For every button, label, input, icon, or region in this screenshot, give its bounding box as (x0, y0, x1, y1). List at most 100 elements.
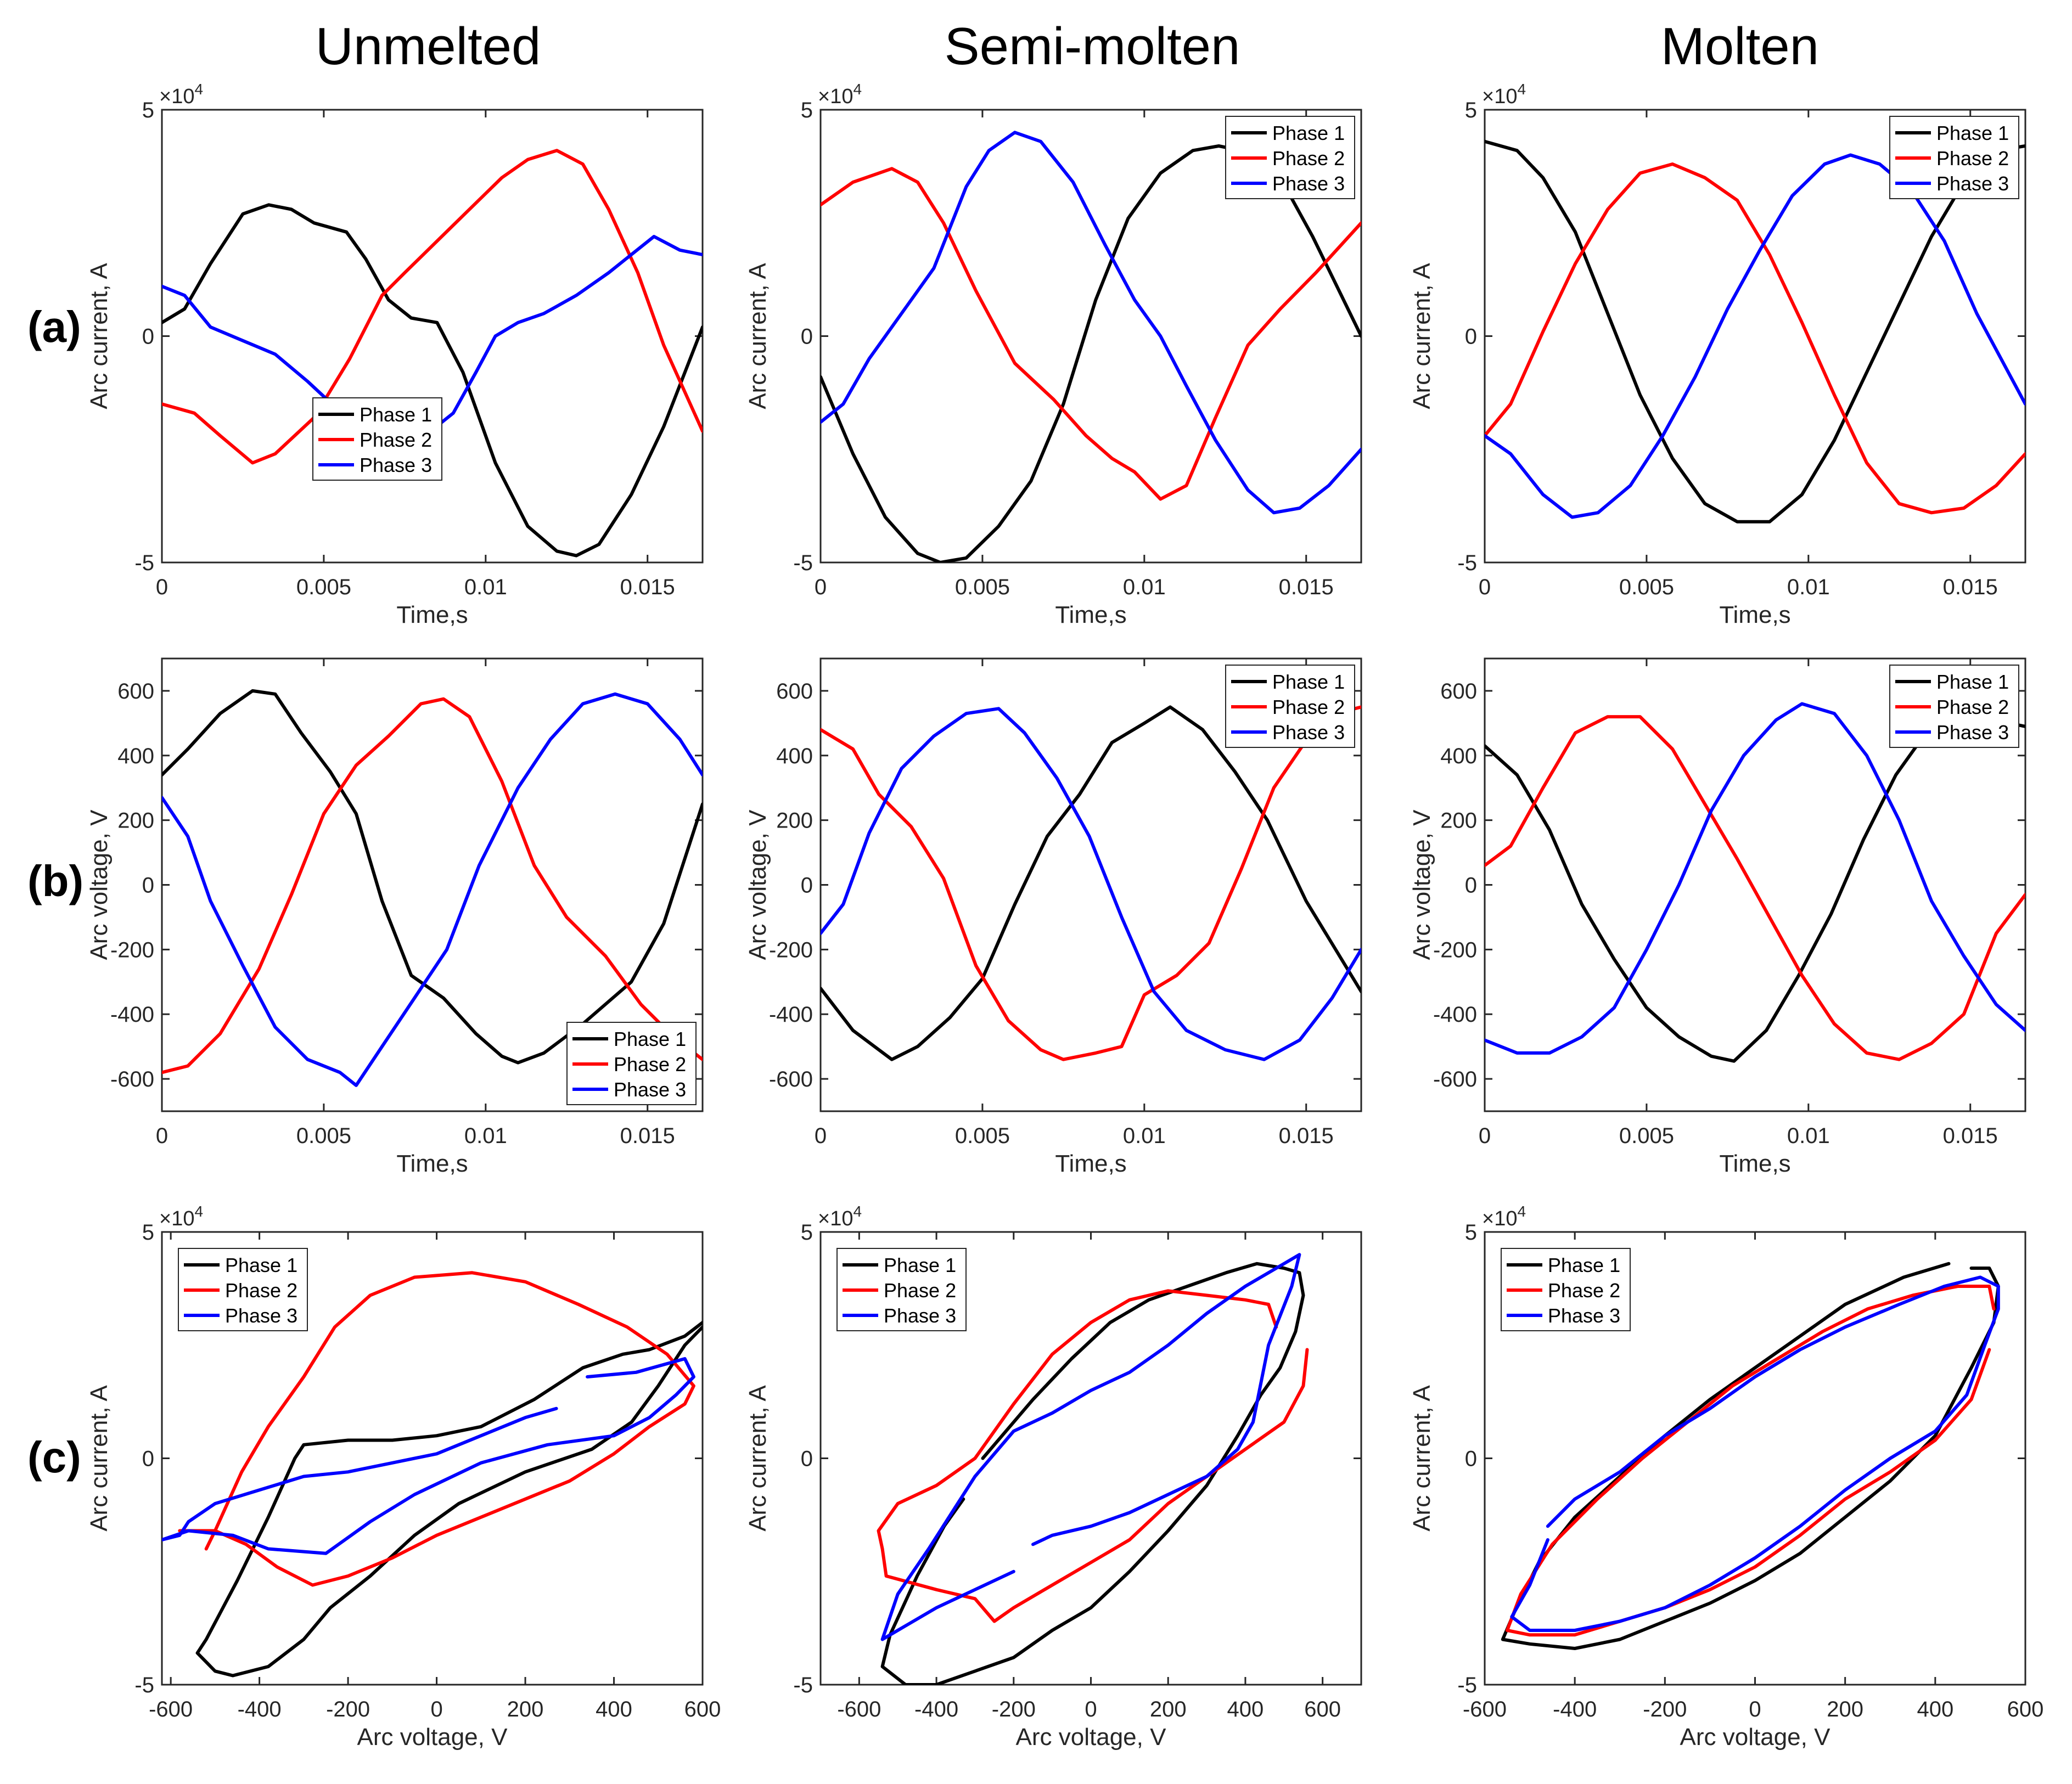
y-tick-label: 200 (117, 809, 154, 833)
y-tick-label: -5 (793, 1673, 813, 1697)
series-line-phase-2 (877, 1289, 1309, 1623)
series-line-phase-2 (1485, 715, 2025, 1061)
legend-label: Phase 1 (225, 1254, 297, 1276)
series-line-phase-2 (162, 149, 703, 465)
y-tick-label: -600 (1433, 1067, 1477, 1091)
legend-label: Phase 1 (1272, 671, 1345, 693)
x-axis-label: Arc voltage, V (357, 1724, 508, 1751)
x-tick-label: 400 (1227, 1697, 1264, 1721)
x-tick-label: 0 (430, 1697, 442, 1721)
y-tick-label: 600 (1440, 679, 1477, 704)
x-tick-label: -400 (1553, 1697, 1597, 1721)
y-axis-label: Arc current, A (1408, 263, 1435, 409)
x-tick-label: 0.01 (1787, 1124, 1830, 1148)
series-line-phase-1 (195, 1321, 703, 1678)
legend-label: Phase 3 (1272, 721, 1345, 744)
legend-label: Phase 3 (614, 1078, 686, 1101)
y-tick-label: -5 (793, 551, 813, 575)
legend-label: Phase 3 (1548, 1304, 1620, 1327)
series-line-phase-2 (178, 1271, 695, 1587)
y-axis-label: Arc current, A (744, 1385, 771, 1532)
legend-label: Phase 3 (1936, 721, 2009, 744)
x-tick-label: 0.005 (296, 575, 351, 599)
y-axis-label: Arc current, A (86, 1385, 113, 1532)
x-tick-label: 200 (507, 1697, 544, 1721)
y-tick-label: 600 (117, 679, 154, 704)
legend-label: Phase 2 (1272, 147, 1345, 170)
series-line-phase-1 (880, 1262, 1305, 1685)
x-tick-label: 0.005 (1619, 1124, 1674, 1148)
x-tick-label: 0 (815, 1124, 827, 1148)
y-tick-label: 5 (1465, 1220, 1477, 1245)
x-tick-label: 0.015 (1943, 1124, 1998, 1148)
chart-c-unmelted: -600 -400 -200 0 200 400 600 -5 0 5×104 Arc voltag… (86, 1203, 721, 1751)
x-tick-label: 0.015 (1279, 575, 1334, 599)
chart-b-molten: 0 0.005 0.01 0.015 -600 -400 -200 0 200 400 600 Tim… (1408, 657, 2026, 1177)
x-tick-label: -200 (326, 1697, 370, 1721)
series-line-phase-3 (162, 692, 703, 1087)
series-line-phase-3 (821, 131, 1361, 515)
series-line-phase-1 (821, 705, 1361, 1061)
column-title-semi-molten: Semi-molten (944, 17, 1240, 76)
legend-label: Phase 3 (1936, 172, 2009, 195)
y-multiplier: ×104 (1482, 81, 1526, 108)
y-tick-label: 5 (142, 1220, 154, 1245)
legend-label: Phase 1 (1936, 671, 2009, 693)
legend-label: Phase 2 (884, 1279, 956, 1302)
x-axis-label: Time,s (396, 1150, 468, 1177)
series-line-phase-3 (162, 1357, 695, 1555)
x-tick-label: 0 (156, 1124, 168, 1148)
x-tick-label: -200 (992, 1697, 1036, 1721)
y-tick-label: 400 (776, 744, 813, 768)
x-tick-label: 0 (1085, 1697, 1097, 1721)
y-tick-label: 0 (142, 874, 154, 898)
legend-label: Phase 2 (1548, 1279, 1620, 1302)
y-tick-label: 5 (1465, 98, 1477, 122)
series-line-phase-1 (162, 203, 703, 558)
chart-b-semi: 0 0.005 0.01 0.015 -600 -400 -200 0 200 400 600 Tim… (744, 657, 1362, 1177)
x-tick-label: 600 (684, 1697, 721, 1721)
chart-c-molten: -600 -400 -200 0 200 400 600 -5 0 5×104 Arc voltag… (1408, 1203, 2043, 1751)
y-tick-label: 0 (1465, 1447, 1477, 1471)
series-line-phase-3 (880, 1253, 1301, 1641)
row-label-c: (c) (27, 1433, 81, 1482)
y-multiplier: ×104 (818, 81, 862, 108)
x-tick-label: 200 (1827, 1697, 1863, 1721)
series-line-phase-1 (821, 144, 1361, 562)
x-tick-label: 200 (1150, 1697, 1187, 1721)
x-tick-label: -400 (914, 1697, 958, 1721)
y-multiplier: ×104 (818, 1203, 862, 1230)
y-axis-label: Arc voltage, V (744, 809, 771, 960)
y-tick-label: 5 (801, 98, 813, 122)
x-axis-label: Time,s (396, 601, 468, 628)
legend-label: Phase 3 (225, 1304, 297, 1327)
y-tick-label: -200 (110, 938, 154, 962)
y-axis-label: Arc voltage, V (1408, 809, 1435, 960)
x-tick-label: 0.015 (1279, 1124, 1334, 1148)
y-tick-label: 0 (1465, 874, 1477, 898)
legend-label: Phase 1 (1272, 122, 1345, 144)
x-axis-label: Time,s (1055, 1150, 1126, 1177)
x-tick-label: 0 (156, 575, 168, 599)
x-tick-label: 0 (1749, 1697, 1761, 1721)
y-tick-label: 5 (801, 1220, 813, 1245)
y-tick-label: 0 (801, 1447, 813, 1471)
y-tick-label: 0 (1465, 325, 1477, 349)
x-tick-label: -600 (149, 1697, 193, 1721)
x-tick-label: 600 (2007, 1697, 2044, 1721)
column-title-unmelted: Unmelted (315, 17, 541, 76)
y-tick-label: 0 (801, 874, 813, 898)
x-tick-label: 0.005 (955, 1124, 1010, 1148)
x-tick-label: -600 (837, 1697, 881, 1721)
legend-label: Phase 1 (1548, 1254, 1620, 1276)
legend-label: Phase 3 (1272, 172, 1345, 195)
legend-label: Phase 1 (614, 1028, 686, 1050)
series-line-phase-3 (1485, 702, 2025, 1055)
y-multiplier: ×104 (159, 1203, 203, 1230)
legend-label: Phase 3 (884, 1304, 956, 1327)
